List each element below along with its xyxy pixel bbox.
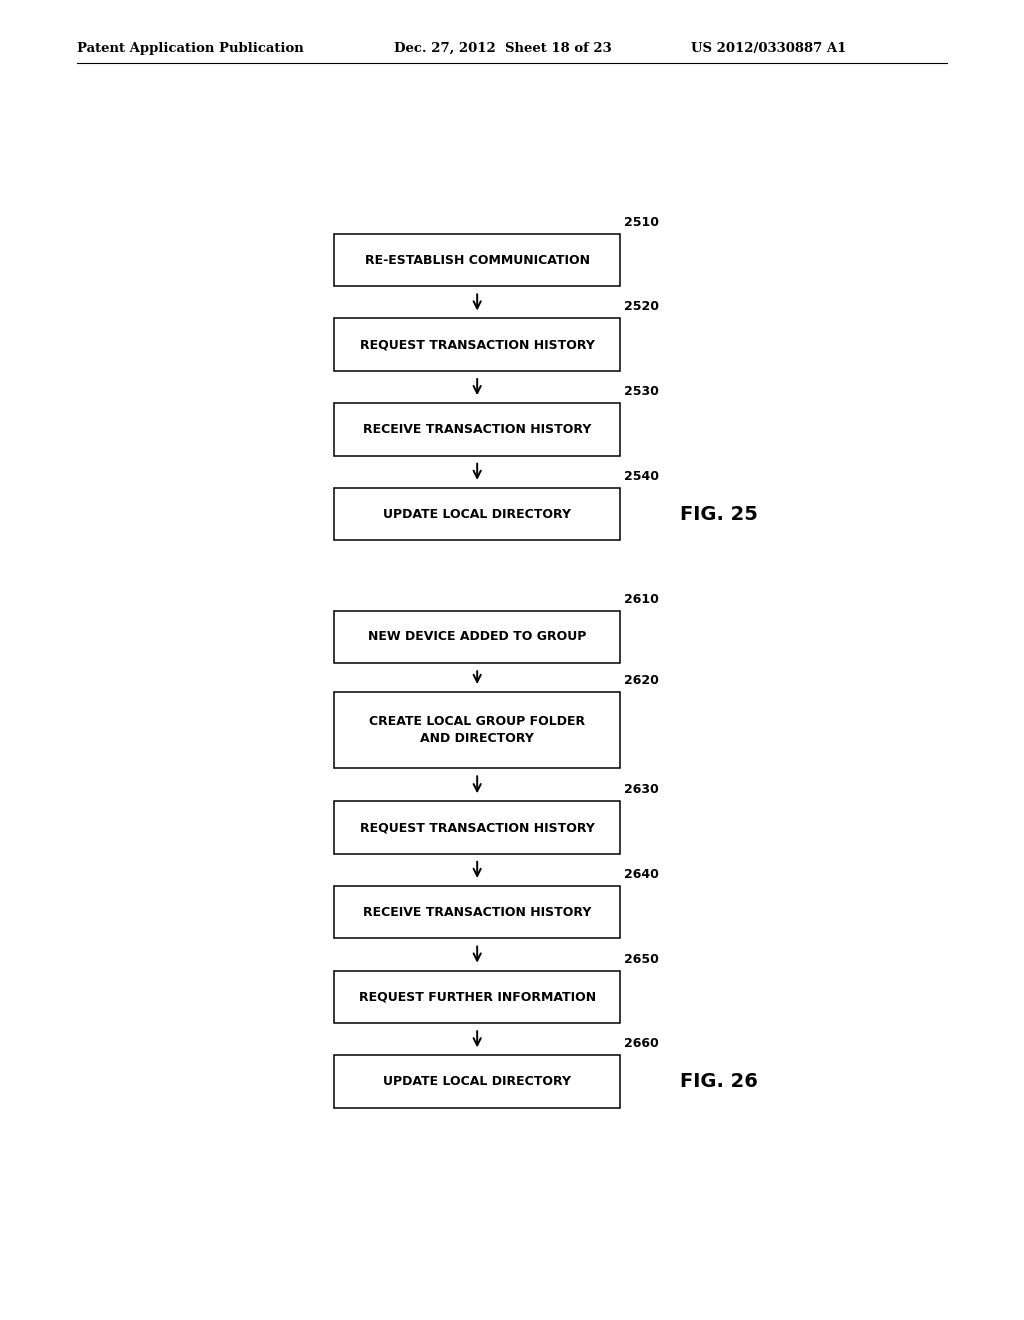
FancyBboxPatch shape xyxy=(334,234,620,286)
Text: 2640: 2640 xyxy=(624,867,658,880)
Text: 2620: 2620 xyxy=(624,675,658,686)
Text: REQUEST FURTHER INFORMATION: REQUEST FURTHER INFORMATION xyxy=(358,990,596,1003)
Text: CREATE LOCAL GROUP FOLDER
AND DIRECTORY: CREATE LOCAL GROUP FOLDER AND DIRECTORY xyxy=(369,715,586,744)
Text: Dec. 27, 2012  Sheet 18 of 23: Dec. 27, 2012 Sheet 18 of 23 xyxy=(394,42,612,55)
Text: US 2012/0330887 A1: US 2012/0330887 A1 xyxy=(691,42,847,55)
Text: 2630: 2630 xyxy=(624,783,658,796)
Text: 2650: 2650 xyxy=(624,953,658,966)
Text: 2540: 2540 xyxy=(624,470,659,483)
FancyBboxPatch shape xyxy=(334,611,620,663)
Text: 2520: 2520 xyxy=(624,301,659,313)
FancyBboxPatch shape xyxy=(334,801,620,854)
FancyBboxPatch shape xyxy=(334,692,620,768)
Text: Patent Application Publication: Patent Application Publication xyxy=(77,42,303,55)
Text: RECEIVE TRANSACTION HISTORY: RECEIVE TRANSACTION HISTORY xyxy=(362,906,592,919)
FancyBboxPatch shape xyxy=(334,403,620,455)
Text: UPDATE LOCAL DIRECTORY: UPDATE LOCAL DIRECTORY xyxy=(383,1074,571,1088)
Text: 2530: 2530 xyxy=(624,385,658,399)
Text: RECEIVE TRANSACTION HISTORY: RECEIVE TRANSACTION HISTORY xyxy=(362,422,592,436)
FancyBboxPatch shape xyxy=(334,886,620,939)
FancyBboxPatch shape xyxy=(334,488,620,540)
FancyBboxPatch shape xyxy=(334,1056,620,1107)
Text: REQUEST TRANSACTION HISTORY: REQUEST TRANSACTION HISTORY xyxy=(359,338,595,351)
Text: REQUEST TRANSACTION HISTORY: REQUEST TRANSACTION HISTORY xyxy=(359,821,595,834)
Text: 2510: 2510 xyxy=(624,215,659,228)
Text: 2610: 2610 xyxy=(624,593,658,606)
Text: FIG. 26: FIG. 26 xyxy=(680,1072,758,1092)
Text: NEW DEVICE ADDED TO GROUP: NEW DEVICE ADDED TO GROUP xyxy=(368,631,587,643)
Text: FIG. 25: FIG. 25 xyxy=(680,504,758,524)
Text: RE-ESTABLISH COMMUNICATION: RE-ESTABLISH COMMUNICATION xyxy=(365,253,590,267)
FancyBboxPatch shape xyxy=(334,318,620,371)
FancyBboxPatch shape xyxy=(334,970,620,1023)
Text: UPDATE LOCAL DIRECTORY: UPDATE LOCAL DIRECTORY xyxy=(383,508,571,520)
Text: 2660: 2660 xyxy=(624,1038,658,1051)
